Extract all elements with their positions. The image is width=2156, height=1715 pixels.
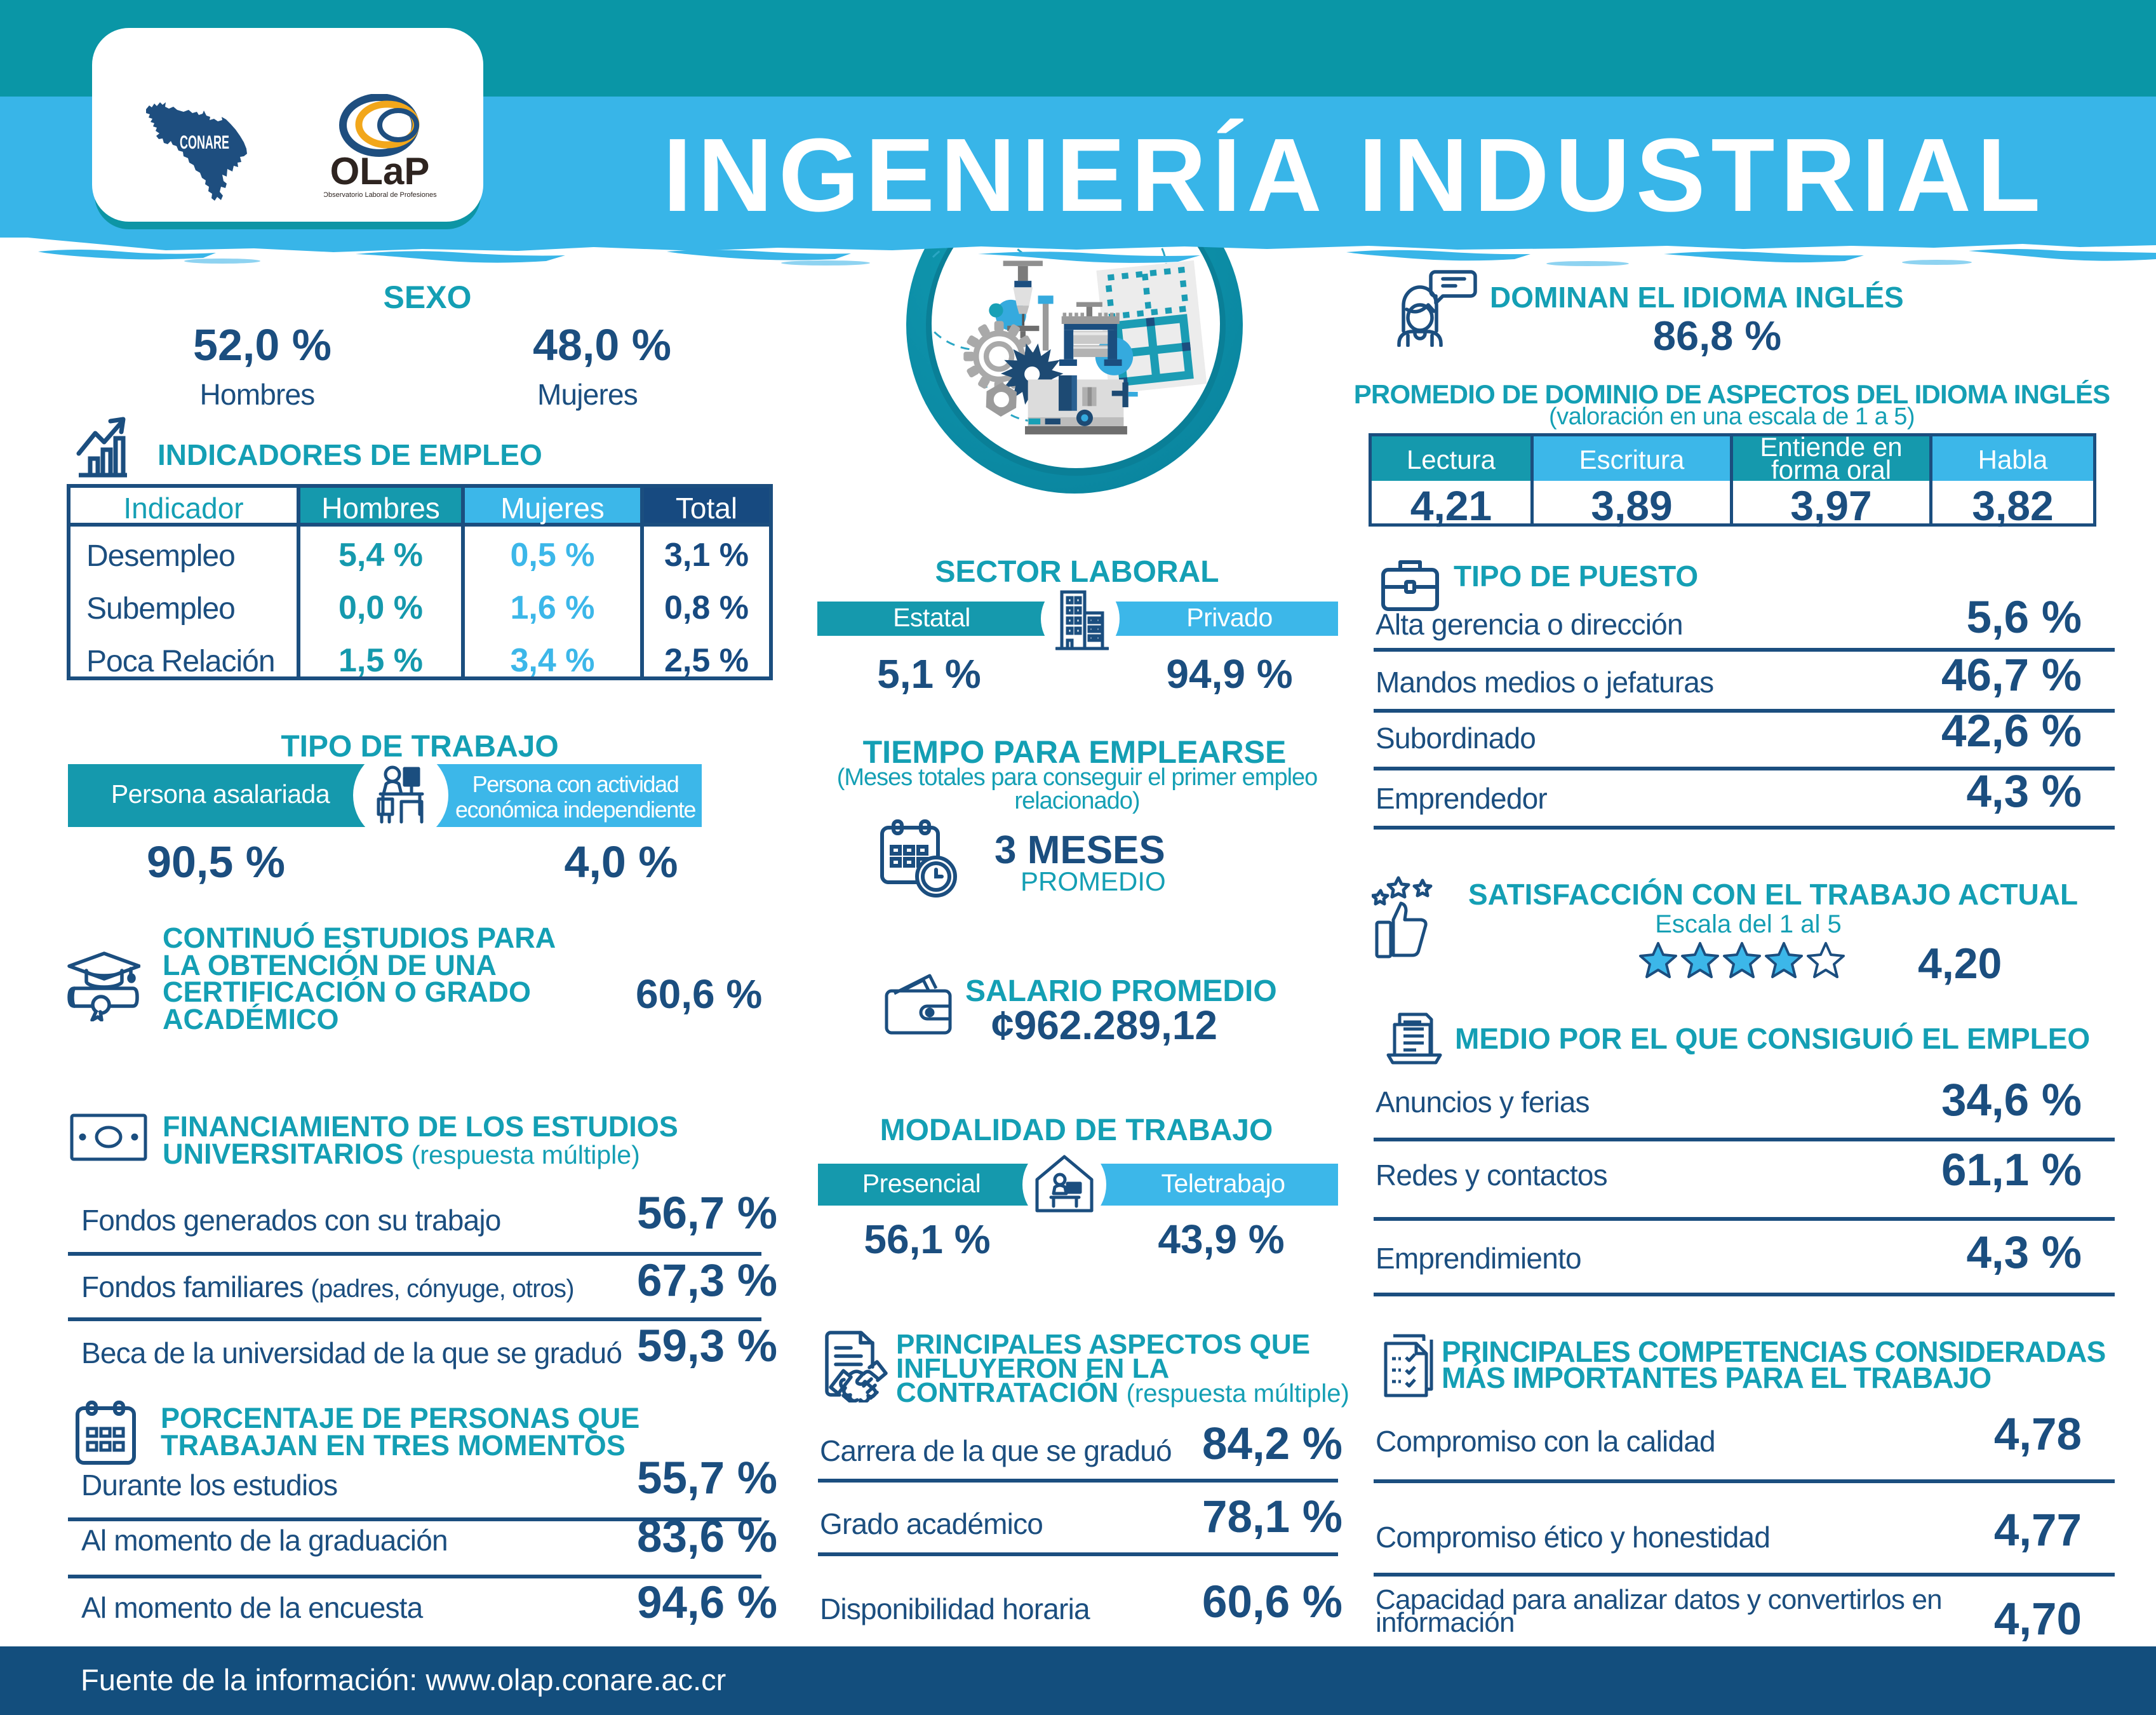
svg-text:CONARE: CONARE (180, 132, 229, 153)
svg-text:Observatorio Laboral de Profes: Observatorio Laboral de Profesiones (324, 191, 437, 199)
svg-text:OLaP: OLaP (330, 150, 430, 192)
